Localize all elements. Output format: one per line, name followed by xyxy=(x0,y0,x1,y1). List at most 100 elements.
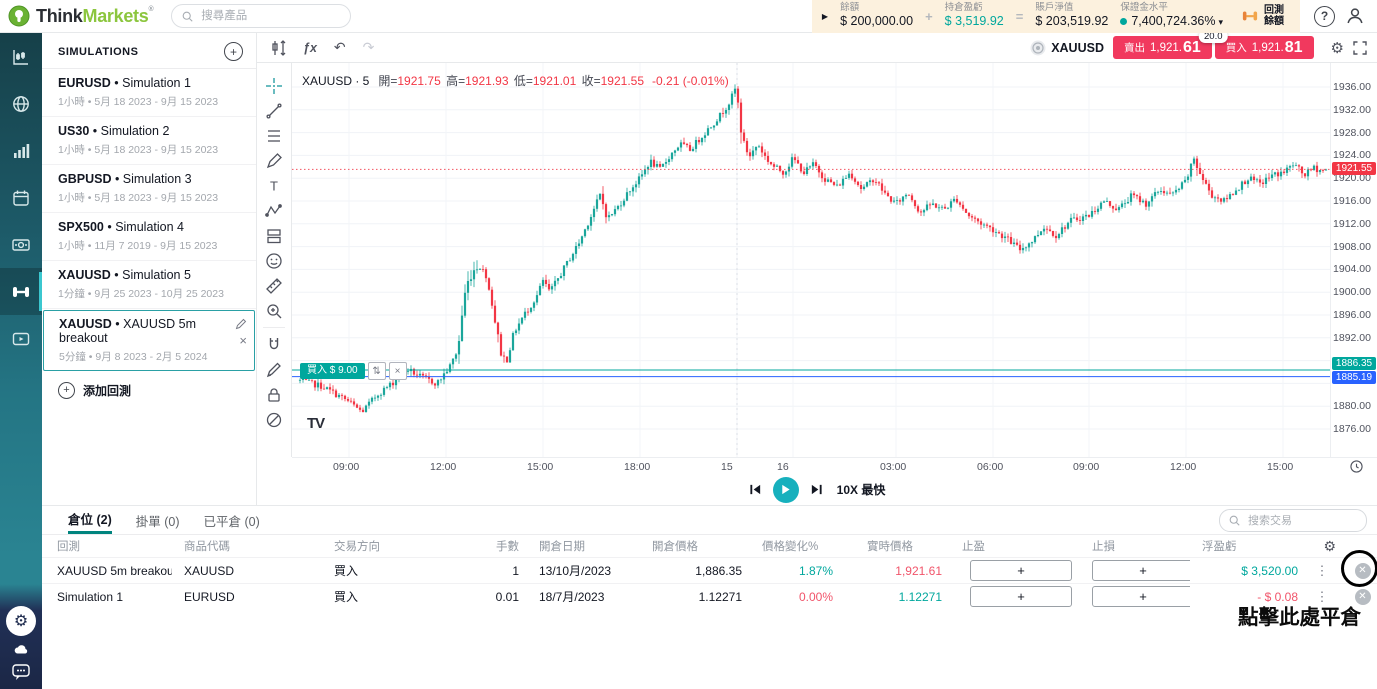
close-position-button[interactable]: ✕ xyxy=(1354,588,1371,605)
emoji-icon[interactable] xyxy=(260,248,288,273)
chat-button[interactable] xyxy=(11,663,31,681)
nav-funds[interactable] xyxy=(0,221,42,268)
thinkmarkets-logo-icon xyxy=(8,5,30,27)
simulation-item-2[interactable]: US30 • Simulation 2 1小時 • 5月 18 2023 - 9月… xyxy=(42,117,256,165)
time-axis-label: 12:00 xyxy=(1170,461,1197,473)
close-position-button[interactable]: ✕ xyxy=(1354,562,1371,579)
margin-level[interactable]: 保證金水平 7,400,724.36% ▾ xyxy=(1120,2,1223,29)
equals-operator: = xyxy=(1015,8,1024,24)
fib-icon[interactable] xyxy=(260,123,288,148)
simulation-title: XAUUSD • Simulation 5 xyxy=(58,268,191,282)
search-icon xyxy=(1229,515,1240,526)
help-button[interactable]: ? xyxy=(1314,5,1335,27)
ruler-icon[interactable] xyxy=(260,273,288,298)
time-axis-label: 06:00 xyxy=(977,461,1004,473)
brush-icon[interactable] xyxy=(260,148,288,173)
magnet-icon[interactable] xyxy=(260,332,288,357)
indicators-fx-button[interactable]: ƒx xyxy=(303,40,317,55)
drawing-toolbar: T xyxy=(257,63,292,457)
edit-icon[interactable] xyxy=(235,318,247,330)
tab-positions[interactable]: 倉位 (2) xyxy=(68,506,112,534)
app-logo[interactable]: ThinkMarkets® xyxy=(0,5,163,27)
collapse-arrow-icon[interactable]: ▶ xyxy=(821,11,829,21)
stop-price-badge: 1885.19 xyxy=(1332,370,1376,384)
annotation-text: 點擊此處平倉 xyxy=(1238,606,1361,629)
nav-videos[interactable] xyxy=(0,315,42,362)
trendline-icon[interactable] xyxy=(260,98,288,123)
trade-search-input[interactable] xyxy=(1246,513,1345,528)
text-tool-icon[interactable]: T xyxy=(260,173,288,198)
chart-area: ƒx ↶ ↷ XAUUSD 賣出 1,921. 61 20.0 買入 xyxy=(257,30,1377,505)
close-position-line-button[interactable]: × xyxy=(388,362,407,380)
cell-live-price: 1,921.61 xyxy=(895,563,942,578)
simulation-title: GBPUSD • Simulation 3 xyxy=(58,172,192,186)
undo-button[interactable]: ↶ xyxy=(333,39,346,55)
simulation-item-1[interactable]: EURUSD • Simulation 1 1小時 • 5月 18 2023 - … xyxy=(42,69,256,117)
simulation-item-4[interactable]: SPX500 • Simulation 4 1小時 • 11月 7 2019 - … xyxy=(42,213,256,261)
draw-mode-icon[interactable] xyxy=(260,357,288,382)
nav-markets[interactable] xyxy=(0,33,42,80)
zoom-in-icon[interactable] xyxy=(260,298,288,323)
backtest-balance-button[interactable]: 回測 餘額 xyxy=(1241,5,1288,28)
trade-search[interactable] xyxy=(1219,509,1367,532)
fullscreen-button[interactable] xyxy=(1353,40,1367,55)
add-stop-loss-button[interactable]: + xyxy=(1092,560,1190,581)
add-backtest-button[interactable]: + 添加回測 xyxy=(42,372,256,409)
clock-icon[interactable] xyxy=(1350,460,1363,473)
play-button[interactable] xyxy=(772,476,799,503)
user-profile-button[interactable] xyxy=(1345,6,1365,26)
candle-settings-icon[interactable] xyxy=(270,39,286,56)
playback-speed-label[interactable]: 10X 最快 xyxy=(836,483,886,497)
tab-pending-orders[interactable]: 掛單 (0) xyxy=(135,514,180,529)
lock-icon[interactable] xyxy=(260,382,288,407)
nav-calendar[interactable] xyxy=(0,174,42,221)
sell-button[interactable]: 賣出 1,921. 61 xyxy=(1112,36,1212,59)
simulation-item-6[interactable]: XAUUSD • XAUUSD 5m breakout 5分鐘 • 9月 8 20… xyxy=(43,310,255,371)
cell-take-profit: + xyxy=(950,560,1080,581)
chart-plot[interactable]: XAUUSD · 5 開=1921.75 高=1921.93 低=1921.01… xyxy=(292,63,1330,457)
simulation-item-3[interactable]: GBPUSD • Simulation 3 1小時 • 5月 18 2023 - … xyxy=(42,165,256,213)
remove-drawings-icon[interactable] xyxy=(260,407,288,432)
crosshair-icon[interactable] xyxy=(260,73,288,98)
redo-button[interactable]: ↷ xyxy=(362,39,375,55)
simulation-item-5[interactable]: XAUUSD • Simulation 5 1分鐘 • 9月 25 2023 - … xyxy=(42,261,256,309)
close-icon[interactable]: × xyxy=(239,333,247,348)
simulation-title: SPX500 • Simulation 4 xyxy=(58,220,184,234)
add-simulation-button[interactable]: + xyxy=(224,42,243,61)
table-settings-gear-icon[interactable]: ⚙ xyxy=(1323,537,1336,554)
add-take-profit-button[interactable]: + xyxy=(970,586,1072,607)
next-bar-button[interactable] xyxy=(810,483,823,496)
settings-gear-button[interactable]: ⚙ xyxy=(6,606,36,636)
pattern-icon[interactable] xyxy=(260,198,288,223)
price-axis[interactable]: 1936.00 1932.00 1928.00 1924.00 1920.00 1916.… xyxy=(1330,63,1377,457)
position-buy-label: 買入 $ 9.00 xyxy=(300,363,365,379)
video-icon xyxy=(12,332,30,345)
nav-discover[interactable] xyxy=(0,80,42,127)
price-axis-label: 1928.00 xyxy=(1333,126,1371,139)
tab-closed[interactable]: 已平倉 (0) xyxy=(203,514,260,529)
reverse-position-button[interactable]: ⇅ xyxy=(367,362,386,380)
legend-symbol: XAUUSD · 5 xyxy=(302,73,370,88)
positions-table-header: 回測 商品代碼 交易方向 手數 開倉日期 開倉價格 價格變化% 實時價格 止盈 … xyxy=(57,537,1336,554)
row-menu-button[interactable]: ⋮ xyxy=(1315,588,1329,604)
row-menu-button[interactable]: ⋮ xyxy=(1315,562,1329,578)
product-search[interactable] xyxy=(171,4,352,28)
signals-icon xyxy=(14,143,30,158)
position-tool-icon[interactable] xyxy=(260,223,288,248)
price-axis-label: 1900.00 xyxy=(1333,286,1371,299)
product-search-input[interactable] xyxy=(199,9,314,23)
tradingview-logo[interactable]: TV xyxy=(307,415,325,432)
price-axis-label: 1892.00 xyxy=(1333,331,1371,344)
cell-close: ✕ xyxy=(1336,562,1377,579)
symbol-chip[interactable]: XAUUSD xyxy=(1030,40,1104,56)
time-axis[interactable]: 09:00 12:00 15:00 18:00 15 16 03:00 06:00 09:00 1… xyxy=(292,457,1377,474)
chart-settings-gear-button[interactable]: ⚙ xyxy=(1330,39,1344,57)
cell-symbol: XAUUSD xyxy=(184,563,235,578)
prev-bar-button[interactable] xyxy=(749,483,762,496)
time-axis-label: 03:00 xyxy=(880,461,907,473)
buy-button[interactable]: 買入 1,921. 81 xyxy=(1214,36,1314,59)
nav-signals[interactable] xyxy=(0,127,42,174)
nav-backtest[interactable] xyxy=(0,268,42,315)
add-stop-loss-button[interactable]: + xyxy=(1092,586,1190,607)
add-take-profit-button[interactable]: + xyxy=(970,560,1072,581)
